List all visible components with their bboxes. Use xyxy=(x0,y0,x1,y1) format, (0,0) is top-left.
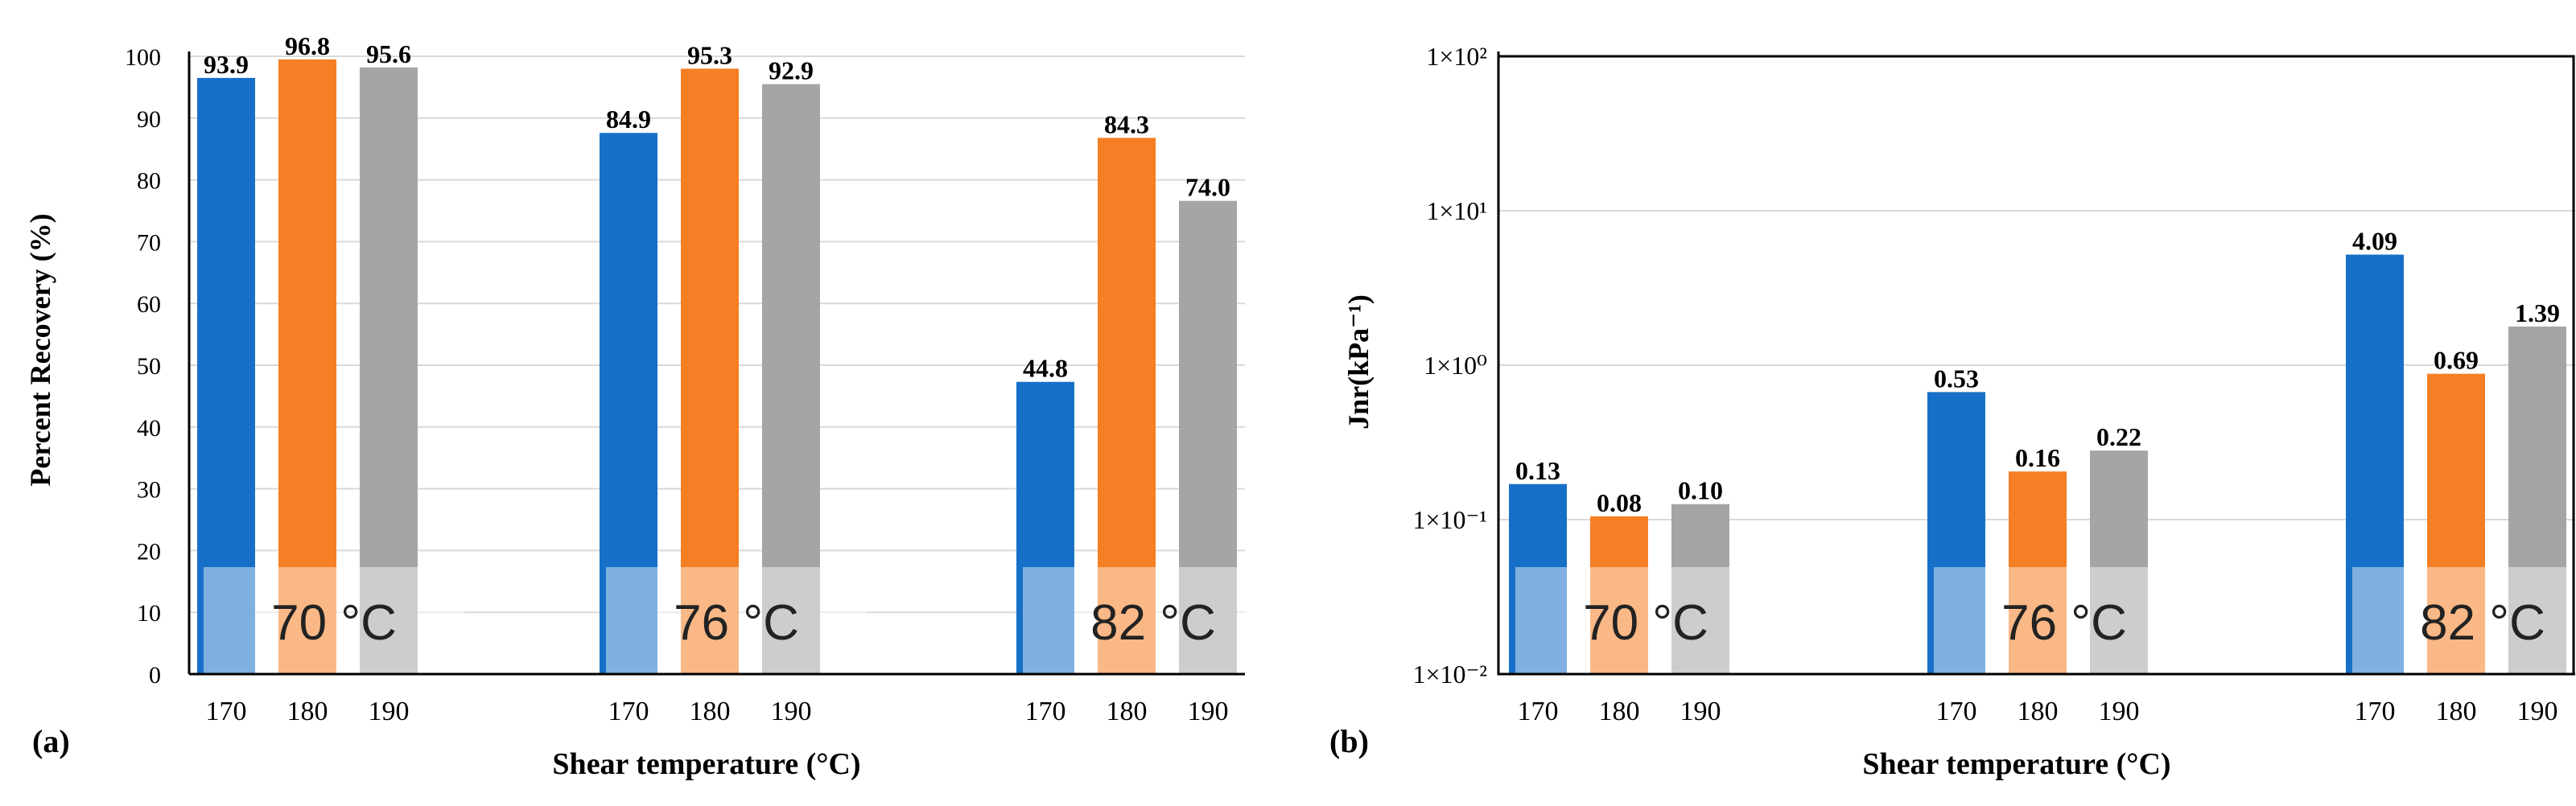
data-label: 44.8 xyxy=(1023,354,1068,383)
y-tick-label: 80 xyxy=(137,168,161,195)
bar-180 xyxy=(681,68,739,675)
data-label: 84.9 xyxy=(606,105,651,134)
bar-170 xyxy=(1927,392,1985,674)
x-tick-label: 180 xyxy=(1599,697,1640,726)
y-tick-label: 0 xyxy=(149,662,161,689)
data-label: 0.69 xyxy=(2434,346,2479,375)
x-tick-label: 190 xyxy=(771,697,812,726)
x-tick-label: 170 xyxy=(608,697,649,726)
y-tick-label: 90 xyxy=(137,106,161,133)
y-tick-label: 10 xyxy=(137,600,161,627)
group-label-box xyxy=(1934,567,2195,674)
data-label: 0.53 xyxy=(1934,364,1979,393)
y-axis-label: Percent Recovery (%) xyxy=(24,213,56,486)
panel-label: (a) xyxy=(32,723,70,759)
data-label: 0.22 xyxy=(2096,422,2141,451)
x-tick-label: 190 xyxy=(1188,697,1229,726)
y-tick-label: 1×10¹ xyxy=(1426,196,1487,225)
data-label: 95.3 xyxy=(687,40,732,69)
data-label: 92.9 xyxy=(769,56,814,85)
bar-190 xyxy=(2090,450,2148,674)
bar-180 xyxy=(1098,138,1156,675)
bar-180 xyxy=(1590,516,1648,674)
x-tick-label: 190 xyxy=(2099,697,2140,726)
x-tick-label: 180 xyxy=(2436,697,2477,726)
data-label: 0.16 xyxy=(2015,443,2060,472)
bar-170 xyxy=(1509,483,1567,674)
x-tick-label: 180 xyxy=(287,697,328,726)
group-label-box xyxy=(1023,567,1284,674)
x-tick-label: 170 xyxy=(206,697,247,726)
bar-180 xyxy=(2009,471,2067,674)
x-axis-label: Shear temperature (°C) xyxy=(1862,747,2170,781)
y-tick-label: 20 xyxy=(137,538,161,565)
data-label: 0.13 xyxy=(1515,456,1560,485)
bar-190 xyxy=(1671,504,1729,674)
y-axis-label: Jnr(kPa⁻¹) xyxy=(1342,294,1375,430)
y-tick-label: 70 xyxy=(137,229,161,256)
bar-170 xyxy=(600,133,657,674)
data-label: 74.0 xyxy=(1185,173,1230,202)
bar-170 xyxy=(197,77,255,674)
group-label: 70 °C xyxy=(271,595,397,651)
data-label: 96.8 xyxy=(285,31,330,60)
y-tick-label: 1×10² xyxy=(1426,42,1487,71)
x-tick-label: 180 xyxy=(690,697,731,726)
y-tick-label: 60 xyxy=(137,291,161,318)
x-tick-label: 180 xyxy=(2018,697,2059,726)
group-label: 82 °C xyxy=(1090,595,1216,651)
panel-label: (b) xyxy=(1329,723,1369,759)
group-label-box xyxy=(2352,567,2576,674)
panel-a: 0 10 20 30 40 50 60 70 80 90 100 93.9 170 96.8 180 95.6… xyxy=(24,31,1284,781)
bar-190 xyxy=(360,67,418,675)
group-label: 82 °C xyxy=(2420,595,2545,651)
group-label-box xyxy=(1515,567,1776,674)
data-label: 84.3 xyxy=(1104,109,1149,138)
bar-190 xyxy=(2508,326,2566,674)
bar-170 xyxy=(1016,381,1074,674)
bar-190 xyxy=(1179,200,1237,674)
y-tick-label: 1×10⁻¹ xyxy=(1412,505,1487,534)
group-label: 70 °C xyxy=(1583,595,1708,651)
y-tick-label: 40 xyxy=(137,415,161,442)
x-tick-label: 170 xyxy=(1518,697,1559,726)
x-tick-label: 170 xyxy=(1936,697,1977,726)
group-label: 76 °C xyxy=(674,595,799,651)
x-tick-label: 190 xyxy=(1680,697,1721,726)
x-tick-label: 180 xyxy=(1107,697,1148,726)
y-tick-label: 1×10⁻² xyxy=(1412,660,1487,689)
x-tick-label: 190 xyxy=(2517,697,2558,726)
y-tick-label: 50 xyxy=(137,353,161,380)
plot-frame xyxy=(1497,55,2575,676)
x-tick-label: 170 xyxy=(1025,697,1066,726)
data-label: 1.39 xyxy=(2515,298,2560,327)
data-label: 93.9 xyxy=(204,50,249,79)
bar-170 xyxy=(2346,254,2404,674)
group-label-box xyxy=(606,567,867,674)
y-tick-label: 1×10⁰ xyxy=(1424,351,1487,380)
group-label-box xyxy=(204,567,464,674)
data-label: 95.6 xyxy=(366,39,411,68)
x-tick-label: 190 xyxy=(369,697,410,726)
bar-190 xyxy=(762,84,820,674)
y-tick-label: 30 xyxy=(137,477,161,504)
group-label: 76 °C xyxy=(2001,595,2127,651)
bar-180 xyxy=(2427,373,2485,674)
y-tick-label: 100 xyxy=(125,44,161,71)
bar-180 xyxy=(278,59,336,675)
x-axis-label: Shear temperature (°C) xyxy=(552,747,860,781)
data-label: 0.10 xyxy=(1678,476,1723,505)
x-tick-label: 170 xyxy=(2355,697,2396,726)
panel-b: 1×10⁻² 1×10⁻¹ 1×10⁰ 1×10¹ 1×10² 0.13 170 0.08 18… xyxy=(1329,42,2576,781)
data-label: 4.09 xyxy=(2352,227,2397,256)
data-label: 0.08 xyxy=(1597,488,1642,517)
